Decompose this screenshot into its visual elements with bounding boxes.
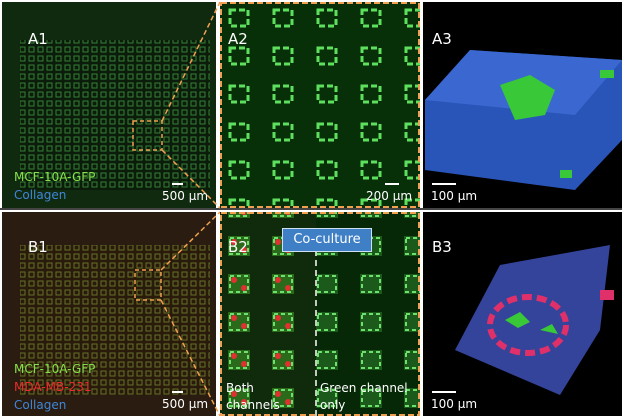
panel-label: B1 — [28, 238, 48, 256]
panel-label: A3 — [432, 30, 452, 48]
panel-label: A1 — [28, 30, 48, 48]
scale-label: 100 µm — [431, 189, 477, 203]
annotation: MCF-10A-GFP — [14, 362, 95, 376]
panel-label: B2 — [228, 238, 248, 256]
badge: Co-culture — [282, 228, 372, 252]
panel-label: A2 — [228, 30, 248, 48]
note: Both channels — [226, 380, 282, 414]
annotation: MCF-10A-GFP — [14, 170, 95, 184]
annotation: MDA-MB-231 — [14, 380, 91, 394]
annotation: Collagen — [14, 398, 66, 412]
annotation: Collagen — [14, 188, 66, 202]
scale-label: 100 µm — [431, 397, 477, 411]
figure: A1 MCF-10A-GFP Collagen 500 µm A2 200 µm… — [0, 0, 622, 416]
scale-label: 200 µm — [366, 189, 412, 203]
figure-art — [0, 0, 622, 416]
panel-label: B3 — [432, 238, 452, 256]
scale-label: 500 µm — [162, 397, 208, 411]
note: Green channel only — [320, 380, 420, 414]
scale-label: 500 µm — [162, 189, 208, 203]
